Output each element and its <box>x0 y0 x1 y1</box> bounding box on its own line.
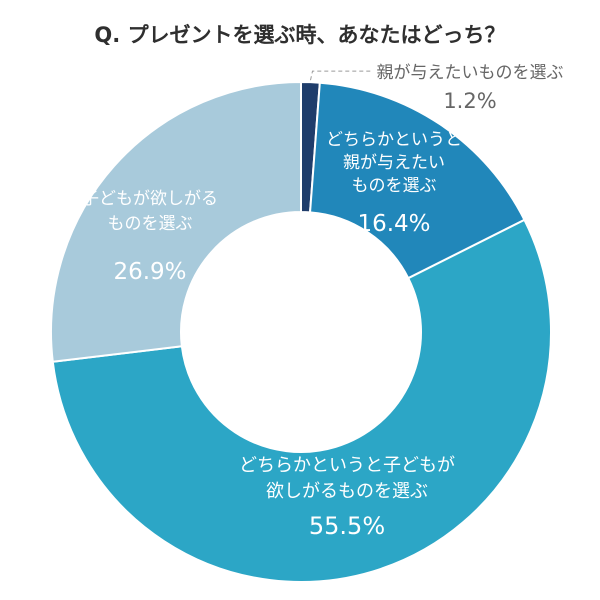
pie-slice-2 <box>51 218 552 583</box>
slice-value-label-1: 16.4% <box>357 211 430 237</box>
slice-label-3-line-1: ものを選ぶ <box>108 214 193 234</box>
slice-label-3-line-0: 子どもが欲しがる <box>82 189 218 209</box>
slice-label-2-line-1: 欲しがるものを選ぶ <box>266 481 428 502</box>
slices-layer <box>50 80 552 583</box>
slice-label-1-line-2: ものを選ぶ <box>352 176 437 196</box>
slice-value-label-0: 1.2% <box>443 89 496 113</box>
slice-label-1-line-1: 親が与えたい <box>343 153 445 173</box>
pie-slice-3 <box>50 80 302 363</box>
callout-leader-line <box>310 70 372 81</box>
slice-value-label-3: 26.9% <box>113 259 186 285</box>
slice-label-0-line-0: 親が与えたいものを選ぶ <box>377 63 564 83</box>
chart-title: Q. プレゼントを選ぶ時、あなたはどっち？ <box>94 23 505 47</box>
slice-label-1-line-0: どちらかというと <box>326 130 462 150</box>
slice-value-label-2: 55.5% <box>309 512 385 540</box>
pie-slice-1 <box>308 81 526 280</box>
labels-layer: 親が与えたいものを選ぶ1.2%どちらかというと親が与えたいものを選ぶ16.4%ど… <box>82 63 564 540</box>
slice-label-2-line-0: どちらかというと子どもが <box>239 455 455 476</box>
